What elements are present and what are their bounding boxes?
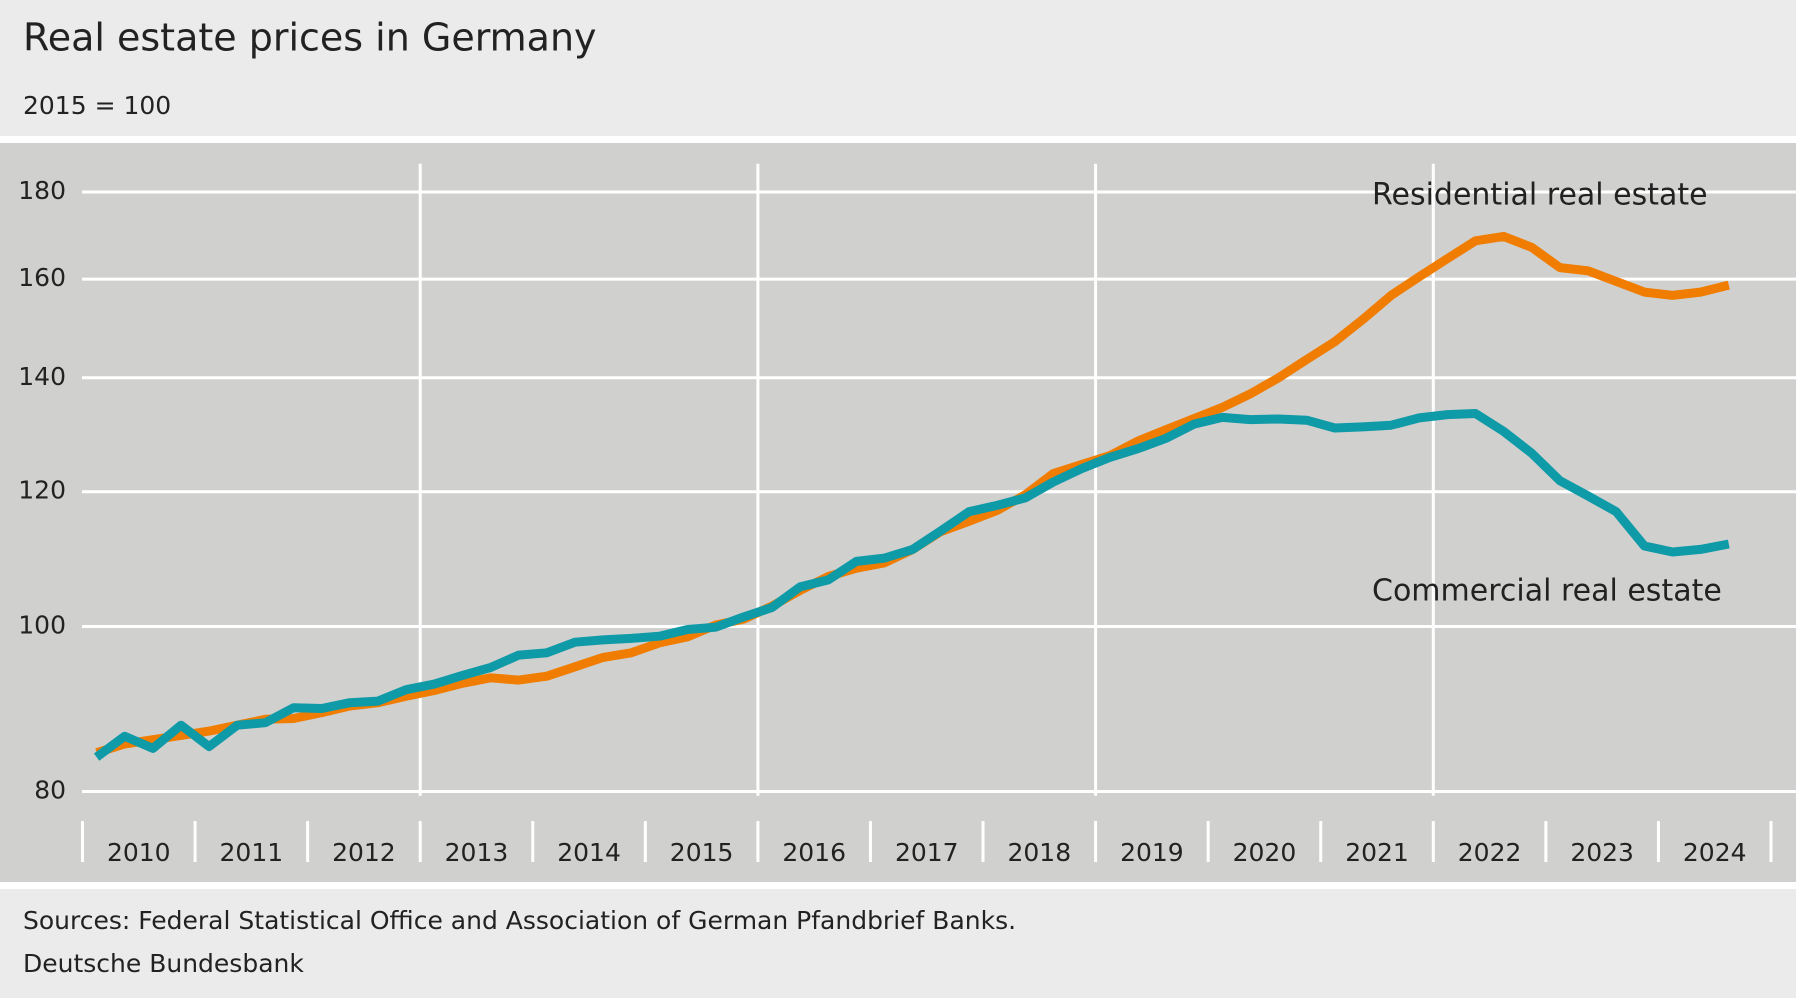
x-tick-label: 2012: [332, 838, 396, 867]
series-label: Commercial real estate: [1372, 574, 1722, 609]
x-tick-label: 2010: [107, 838, 171, 867]
y-tick-label: 120: [18, 476, 66, 505]
x-tick-label: 2021: [1345, 838, 1409, 867]
series-label: Residential real estate: [1372, 178, 1708, 213]
y-tick-label: 180: [18, 176, 66, 205]
plot-background: [0, 143, 1796, 882]
series-line: [93, 409, 1730, 761]
chart-subtitle: 2015 = 100: [23, 91, 171, 120]
y-tick-label: 80: [34, 775, 66, 804]
chart-title: Real estate prices in Germany: [23, 16, 597, 60]
separator: [0, 136, 1796, 143]
x-tick-label: 2022: [1458, 838, 1522, 867]
x-tick-label: 2015: [670, 838, 734, 867]
x-tick-label: 2023: [1570, 838, 1634, 867]
x-tick-label: 2016: [782, 838, 846, 867]
x-tick-label: 2017: [895, 838, 959, 867]
y-tick-label: 160: [18, 263, 66, 292]
x-tick-label: 2011: [220, 838, 284, 867]
x-tick-label: 2013: [445, 838, 509, 867]
x-tick-label: 2019: [1120, 838, 1184, 867]
x-tick-label: 2020: [1233, 838, 1297, 867]
source-note: Sources: Federal Statistical Office and …: [23, 906, 1016, 935]
y-tick-label: 140: [18, 362, 66, 391]
x-tick-label: 2024: [1683, 838, 1747, 867]
x-tick-label: 2018: [1008, 838, 1072, 867]
separator: [0, 882, 1796, 889]
y-tick-label: 100: [18, 610, 66, 639]
x-tick-label: 2014: [557, 838, 621, 867]
publisher-note: Deutsche Bundesbank: [23, 949, 304, 978]
